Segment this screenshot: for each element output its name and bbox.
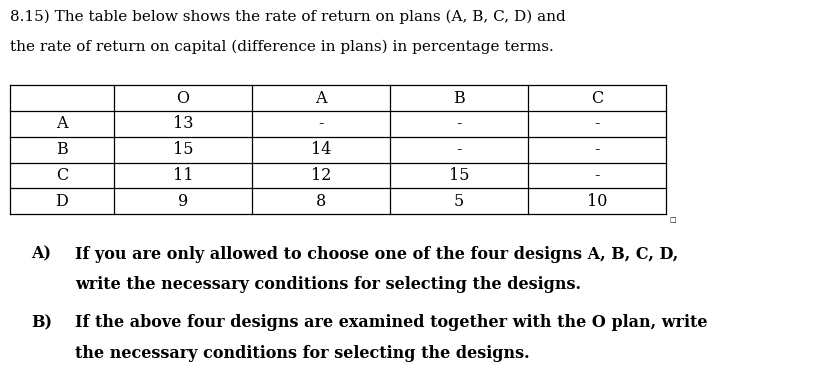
Text: 5: 5 (454, 193, 464, 210)
Text: C: C (591, 90, 603, 107)
Text: write the necessary conditions for selecting the designs.: write the necessary conditions for selec… (75, 276, 581, 293)
Text: A: A (56, 115, 68, 133)
Text: 15: 15 (173, 141, 194, 158)
Text: the rate of return on capital (difference in plans) in percentage terms.: the rate of return on capital (differenc… (10, 40, 554, 54)
Text: 8: 8 (316, 193, 326, 210)
Text: 15: 15 (449, 167, 469, 184)
Text: -: - (594, 115, 600, 133)
Text: 14: 14 (311, 141, 331, 158)
Text: 13: 13 (173, 115, 194, 133)
Text: □: □ (669, 216, 676, 224)
Text: 10: 10 (587, 193, 607, 210)
Text: -: - (456, 115, 462, 133)
Text: A): A) (31, 246, 51, 263)
Text: 9: 9 (178, 193, 188, 210)
Text: -: - (594, 167, 600, 184)
Text: If the above four designs are examined together with the O plan, write: If the above four designs are examined t… (75, 314, 707, 331)
Text: 12: 12 (311, 167, 331, 184)
Text: O: O (177, 90, 190, 107)
Text: -: - (318, 115, 324, 133)
Text: -: - (594, 141, 600, 158)
Text: -: - (456, 141, 462, 158)
Text: B: B (453, 90, 465, 107)
Text: 8.15) The table below shows the rate of return on plans (A, B, C, D) and: 8.15) The table below shows the rate of … (10, 10, 566, 24)
Text: the necessary conditions for selecting the designs.: the necessary conditions for selecting t… (75, 345, 530, 362)
Text: B): B) (31, 314, 52, 331)
Text: If you are only allowed to choose one of the four designs A, B, C, D,: If you are only allowed to choose one of… (75, 246, 678, 263)
Text: B: B (56, 141, 68, 158)
Text: C: C (56, 167, 68, 184)
Text: A: A (315, 90, 326, 107)
Text: D: D (55, 193, 68, 210)
Text: 11: 11 (173, 167, 194, 184)
